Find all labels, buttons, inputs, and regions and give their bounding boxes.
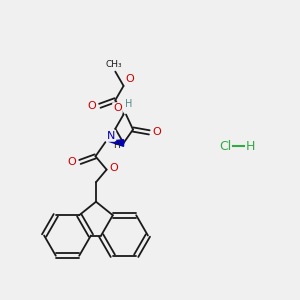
Text: H: H <box>125 99 133 109</box>
Text: O: O <box>153 128 162 137</box>
Text: N: N <box>107 131 115 141</box>
Text: H: H <box>246 140 255 154</box>
Text: CH₃: CH₃ <box>106 60 122 69</box>
Text: H: H <box>113 141 120 150</box>
Text: Cl: Cl <box>219 140 231 154</box>
Text: O: O <box>109 163 118 173</box>
Text: O: O <box>68 157 76 167</box>
Polygon shape <box>108 140 124 146</box>
Text: O: O <box>113 103 122 113</box>
Text: O: O <box>88 101 96 111</box>
Text: O: O <box>125 74 134 84</box>
